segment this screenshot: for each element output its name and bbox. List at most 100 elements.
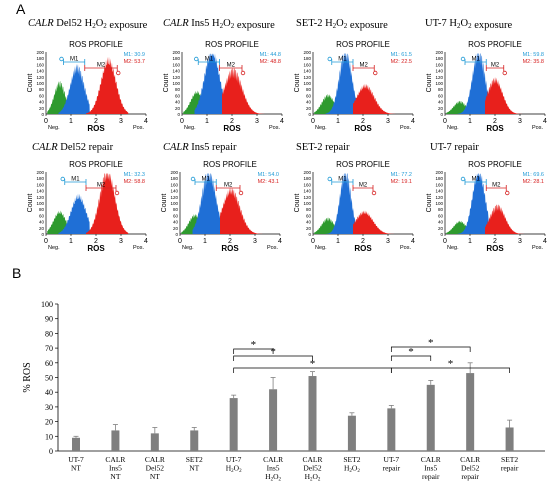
x-tick-label: 1	[203, 238, 207, 245]
y-tick-label: 80	[438, 207, 444, 212]
category-label-line: repair	[501, 464, 519, 473]
panel-a-letter: A	[16, 1, 26, 17]
x-tick-label: 3	[255, 118, 259, 125]
category-label-line: CALR	[263, 455, 283, 464]
y-tick-label: 60	[39, 93, 45, 98]
m2-stat: M2: 28.1	[523, 179, 544, 185]
gate-m2-handle	[114, 190, 120, 196]
y-tick-label: 140	[172, 69, 180, 74]
flow-plot-title: SET-2 H2O2 exposure	[296, 18, 388, 31]
neg-label: Neg.	[447, 125, 459, 131]
x-tick-label: 3	[518, 118, 522, 125]
histogram-m1	[58, 193, 90, 234]
significance-bracket	[390, 367, 510, 373]
gate-m2-label: M2	[97, 183, 106, 189]
histogram-m1	[194, 53, 226, 114]
x-tick-label: 1	[69, 238, 73, 245]
significance-star: *	[408, 346, 414, 358]
pos-label: Pos.	[400, 125, 411, 131]
x-axis-label: ROS	[221, 244, 239, 253]
title-sub: 2	[468, 22, 472, 30]
y-tick-label: 100	[435, 81, 443, 86]
bar	[347, 415, 356, 451]
title-sub: 2	[333, 22, 337, 30]
title-h: H	[85, 18, 93, 29]
category-label: CALR Ins5 H2O2	[263, 455, 283, 483]
histogram-m2	[222, 67, 265, 114]
gate-m2-label: M2	[491, 63, 500, 69]
y-tick-label: 160	[435, 182, 443, 187]
title-italic: CALR	[163, 142, 189, 153]
x-axis-label: ROS	[354, 244, 372, 253]
category-label-line: repair	[422, 472, 440, 481]
sub: 2	[357, 469, 360, 474]
y-tick-label: 80	[438, 87, 444, 92]
y-axis-label: Count	[426, 74, 433, 93]
x-tick-label: 0	[311, 238, 315, 245]
y-axis-label: Count	[163, 74, 170, 93]
pos-label: Pos.	[133, 125, 144, 131]
title-rest: Del52 repair	[58, 142, 114, 153]
y-tick-label: 160	[172, 62, 180, 67]
flow-plot-title: CALR Del52 repair	[32, 142, 114, 153]
y-tick-label: 80	[39, 207, 45, 212]
x-tick-label: 3	[386, 118, 390, 125]
gate-m2-label: M2	[97, 63, 106, 69]
y-tick-label: 140	[303, 189, 311, 194]
y-tick-label: 120	[36, 75, 44, 80]
x-tick-label: 0	[443, 238, 447, 245]
gate-m1-handle	[60, 176, 65, 182]
category-label-line: H	[305, 472, 311, 481]
significance-bracket	[390, 346, 471, 352]
category-label: SET2 NT	[186, 455, 203, 473]
y-tick-label: 180	[36, 176, 44, 181]
y-tick-label: 140	[303, 69, 311, 74]
x-axis-label: ROS	[87, 124, 105, 133]
y-tick-label: 20	[438, 106, 444, 111]
y-tick-label: 160	[303, 62, 311, 67]
m1-stat: M1: 61.5	[391, 52, 412, 58]
gate-m1-handle	[190, 176, 196, 182]
y-tick-label: 60	[173, 213, 179, 218]
histogram-m2	[485, 204, 528, 234]
m1-stat: M1: 54.0	[258, 172, 279, 178]
y-tick-label: 200	[36, 50, 44, 55]
significance-star: *	[270, 346, 276, 358]
y-tick-label: 60	[39, 213, 45, 218]
gate-m1-label: M1	[71, 177, 80, 183]
bar	[229, 398, 238, 451]
y-tick-label: 100	[303, 201, 311, 206]
y-tick-label: 200	[303, 50, 311, 55]
category-label-line: H	[226, 464, 232, 473]
y-tick-label: 40	[438, 100, 444, 105]
neg-label: Neg.	[184, 125, 196, 131]
x-axis-label: ROS	[486, 124, 504, 133]
gate-m2-handle	[240, 70, 246, 76]
title-rest: Del52	[54, 18, 85, 29]
category-label-line: Del52	[303, 464, 322, 473]
category-label-line: SET2	[186, 455, 203, 464]
bar	[150, 433, 159, 451]
m2-stat: M2: 35.8	[523, 59, 544, 65]
histogram-m2	[353, 83, 396, 114]
m2-stat: M2: 43.1	[258, 179, 279, 185]
histogram-m1	[325, 173, 357, 234]
y-tick-label: 30	[45, 403, 53, 412]
bar	[190, 430, 199, 451]
category-label-line: H	[265, 472, 271, 481]
x-tick-label: 3	[119, 118, 123, 125]
gate-m2-handle	[373, 70, 378, 76]
category-label: CALR Ins5 NT	[105, 455, 125, 481]
category-label-line: SET2	[501, 455, 518, 464]
x-tick-label: 4	[411, 118, 415, 125]
title-o: O	[223, 18, 231, 29]
x-tick-label: 4	[278, 238, 282, 245]
category-label-line: NT	[110, 472, 120, 481]
x-tick-label: 3	[253, 238, 257, 245]
x-tick-label: 0	[178, 238, 182, 245]
category-label: CALR Ins5 repair	[421, 455, 441, 481]
category-label-line: Ins5	[424, 464, 437, 473]
category-label-line: CALR	[145, 455, 165, 464]
